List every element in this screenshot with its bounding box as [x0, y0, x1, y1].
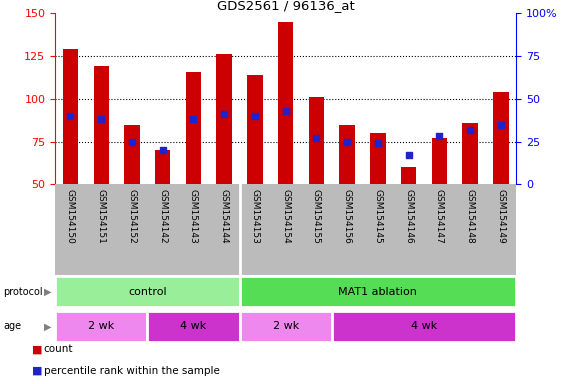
Text: GSM154149: GSM154149	[496, 189, 505, 243]
Bar	[216, 55, 232, 184]
Point	[312, 135, 321, 141]
Bar	[370, 133, 386, 184]
Text: ▶: ▶	[44, 287, 51, 297]
Point	[189, 116, 198, 122]
Text: protocol: protocol	[3, 287, 42, 297]
Text: GSM154145: GSM154145	[374, 189, 382, 243]
Bar	[63, 49, 78, 184]
Text: control: control	[128, 287, 166, 297]
Bar	[432, 138, 447, 184]
Title: GDS2561 / 96136_at: GDS2561 / 96136_at	[217, 0, 354, 12]
Bar	[462, 123, 478, 184]
Text: GSM154153: GSM154153	[251, 189, 259, 244]
Text: GSM154150: GSM154150	[66, 189, 75, 244]
Text: count: count	[44, 344, 73, 354]
Text: 4 wk: 4 wk	[411, 321, 437, 331]
Point	[281, 108, 290, 114]
Point	[96, 116, 106, 122]
Text: ■: ■	[32, 366, 42, 376]
Text: GSM154143: GSM154143	[189, 189, 198, 243]
Bar	[339, 124, 355, 184]
Text: GSM154156: GSM154156	[343, 189, 351, 244]
Bar	[155, 150, 171, 184]
Text: GSM154147: GSM154147	[435, 189, 444, 243]
Text: MAT1 ablation: MAT1 ablation	[339, 287, 417, 297]
Bar	[401, 167, 416, 184]
Text: 2 wk: 2 wk	[273, 321, 299, 331]
Text: GSM154151: GSM154151	[97, 189, 106, 244]
Bar	[240, 311, 332, 342]
Text: age: age	[3, 321, 21, 331]
Text: GSM154154: GSM154154	[281, 189, 290, 243]
Bar	[55, 276, 240, 307]
Text: percentile rank within the sample: percentile rank within the sample	[44, 366, 219, 376]
Point	[374, 140, 383, 146]
Point	[496, 121, 506, 127]
Text: GSM154144: GSM154144	[220, 189, 229, 243]
Text: GSM154152: GSM154152	[128, 189, 136, 243]
Bar	[247, 75, 263, 184]
Text: GSM154142: GSM154142	[158, 189, 167, 243]
Text: ■: ■	[32, 344, 42, 354]
Bar	[278, 22, 293, 184]
Bar	[93, 66, 109, 184]
Point	[404, 152, 413, 158]
Text: 2 wk: 2 wk	[88, 321, 114, 331]
Point	[219, 111, 229, 118]
Text: GSM154146: GSM154146	[404, 189, 413, 243]
Bar	[124, 124, 140, 184]
Bar	[55, 311, 147, 342]
Bar	[332, 311, 516, 342]
Text: GSM154148: GSM154148	[466, 189, 474, 243]
Point	[127, 139, 137, 145]
Bar	[309, 97, 324, 184]
Point	[251, 113, 260, 119]
Text: GSM154155: GSM154155	[312, 189, 321, 244]
Point	[158, 147, 167, 153]
Point	[435, 133, 444, 139]
Bar	[493, 92, 509, 184]
Text: 4 wk: 4 wk	[180, 321, 206, 331]
Point	[342, 139, 351, 145]
Bar	[186, 71, 201, 184]
Bar	[147, 311, 240, 342]
Text: ▶: ▶	[44, 321, 51, 331]
Point	[465, 127, 474, 133]
Point	[66, 113, 75, 119]
Bar	[240, 276, 516, 307]
